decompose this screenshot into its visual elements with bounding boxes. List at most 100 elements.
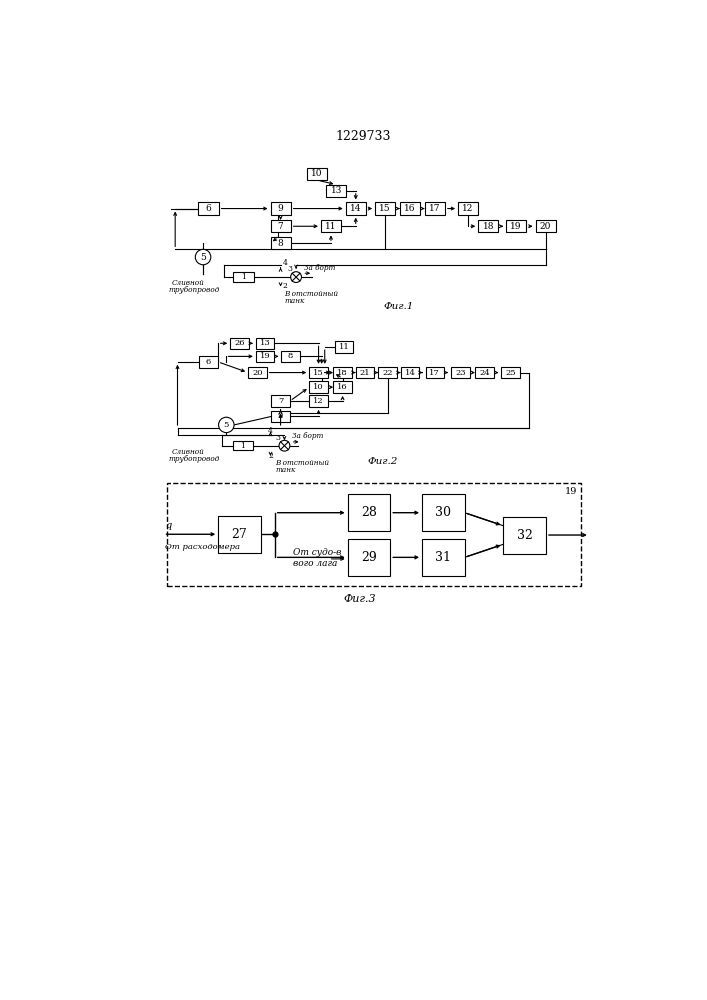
Bar [478, 220, 498, 232]
Bar [271, 237, 291, 249]
Text: 30: 30 [436, 506, 451, 519]
Text: 20: 20 [252, 369, 262, 377]
Bar [307, 168, 327, 180]
Text: 10: 10 [311, 169, 323, 178]
Text: Фиг.2: Фиг.2 [368, 457, 398, 466]
Text: 19: 19 [510, 222, 522, 231]
Text: 10: 10 [313, 383, 324, 391]
Text: 32: 32 [517, 529, 532, 542]
Text: 4: 4 [268, 427, 273, 435]
Text: 1: 1 [240, 442, 245, 450]
Bar [503, 517, 546, 554]
Bar [168, 483, 580, 586]
Text: 13: 13 [259, 339, 271, 347]
Text: трубопровод: трубопровод [168, 286, 220, 294]
Bar [348, 539, 390, 576]
Text: танк: танк [284, 297, 305, 305]
Bar [327, 185, 346, 197]
Text: 14: 14 [350, 204, 361, 213]
Text: 26: 26 [234, 339, 245, 347]
Bar [321, 220, 341, 232]
Bar [535, 220, 556, 232]
Text: 17: 17 [429, 369, 440, 377]
Bar [425, 202, 445, 215]
Circle shape [218, 417, 234, 433]
Bar [309, 395, 328, 407]
Bar [475, 367, 493, 378]
Text: 31: 31 [436, 551, 451, 564]
Text: От расходомера: От расходомера [165, 543, 240, 551]
Text: 27: 27 [232, 528, 247, 541]
Text: 15: 15 [380, 204, 391, 213]
Bar [281, 351, 300, 362]
Bar [271, 220, 291, 232]
Text: 28: 28 [361, 506, 377, 519]
Bar [458, 202, 478, 215]
Text: 8: 8 [278, 239, 284, 248]
Bar [422, 539, 464, 576]
Text: вого лага: вого лага [293, 559, 337, 568]
Bar [256, 338, 274, 349]
Text: 13: 13 [331, 186, 342, 195]
Bar [333, 381, 352, 393]
Text: Сливной: Сливной [171, 448, 204, 456]
Text: 22: 22 [382, 369, 393, 377]
Text: 12: 12 [313, 397, 324, 405]
Text: 8: 8 [288, 352, 293, 360]
Text: 7: 7 [278, 222, 284, 231]
Text: 2: 2 [268, 452, 273, 460]
Text: 11: 11 [325, 222, 337, 231]
Text: 6: 6 [206, 204, 211, 213]
Bar [375, 202, 395, 215]
Bar [401, 367, 419, 378]
Text: 3: 3 [287, 265, 293, 273]
Text: 19: 19 [565, 487, 578, 496]
Text: 24: 24 [479, 369, 490, 377]
Text: Фиг.3: Фиг.3 [344, 594, 376, 604]
Text: 6: 6 [206, 358, 211, 366]
Text: q: q [165, 521, 171, 530]
Circle shape [291, 272, 301, 282]
Bar [248, 367, 267, 378]
Text: танк: танк [275, 466, 296, 474]
Circle shape [279, 440, 290, 451]
Text: 15: 15 [313, 369, 324, 377]
Text: За борт: За борт [292, 432, 324, 440]
Bar [309, 381, 328, 393]
Text: трубопровод: трубопровод [168, 455, 220, 463]
Text: 4: 4 [283, 259, 288, 267]
Text: 11: 11 [339, 343, 349, 351]
Bar [346, 202, 366, 215]
Text: 9: 9 [278, 412, 284, 420]
Text: 12: 12 [462, 204, 474, 213]
Text: За борт: За борт [304, 264, 335, 272]
Text: 19: 19 [259, 352, 271, 360]
Text: 16: 16 [404, 204, 416, 213]
Bar [348, 494, 390, 531]
Bar [271, 411, 290, 422]
Bar [309, 367, 328, 378]
Text: 1229733: 1229733 [335, 130, 390, 143]
Text: От судо-в: От судо-в [293, 548, 341, 557]
Text: 7: 7 [278, 397, 284, 405]
Bar [256, 351, 274, 362]
Bar [271, 202, 291, 215]
Text: 5: 5 [223, 421, 229, 429]
Bar [199, 356, 218, 368]
Bar [271, 395, 290, 407]
Text: 2: 2 [283, 282, 288, 290]
Bar [426, 367, 444, 378]
Text: 29: 29 [361, 551, 377, 564]
Text: 5: 5 [200, 253, 206, 262]
Text: В отстойный: В отстойный [275, 459, 329, 467]
Text: 1: 1 [241, 273, 246, 281]
Bar [400, 202, 420, 215]
Bar [233, 441, 252, 450]
Text: 18: 18 [337, 369, 348, 377]
Circle shape [195, 249, 211, 265]
Text: 23: 23 [455, 369, 466, 377]
Text: 16: 16 [337, 383, 348, 391]
Bar [506, 220, 526, 232]
Text: 14: 14 [404, 369, 416, 377]
Bar [333, 367, 352, 378]
